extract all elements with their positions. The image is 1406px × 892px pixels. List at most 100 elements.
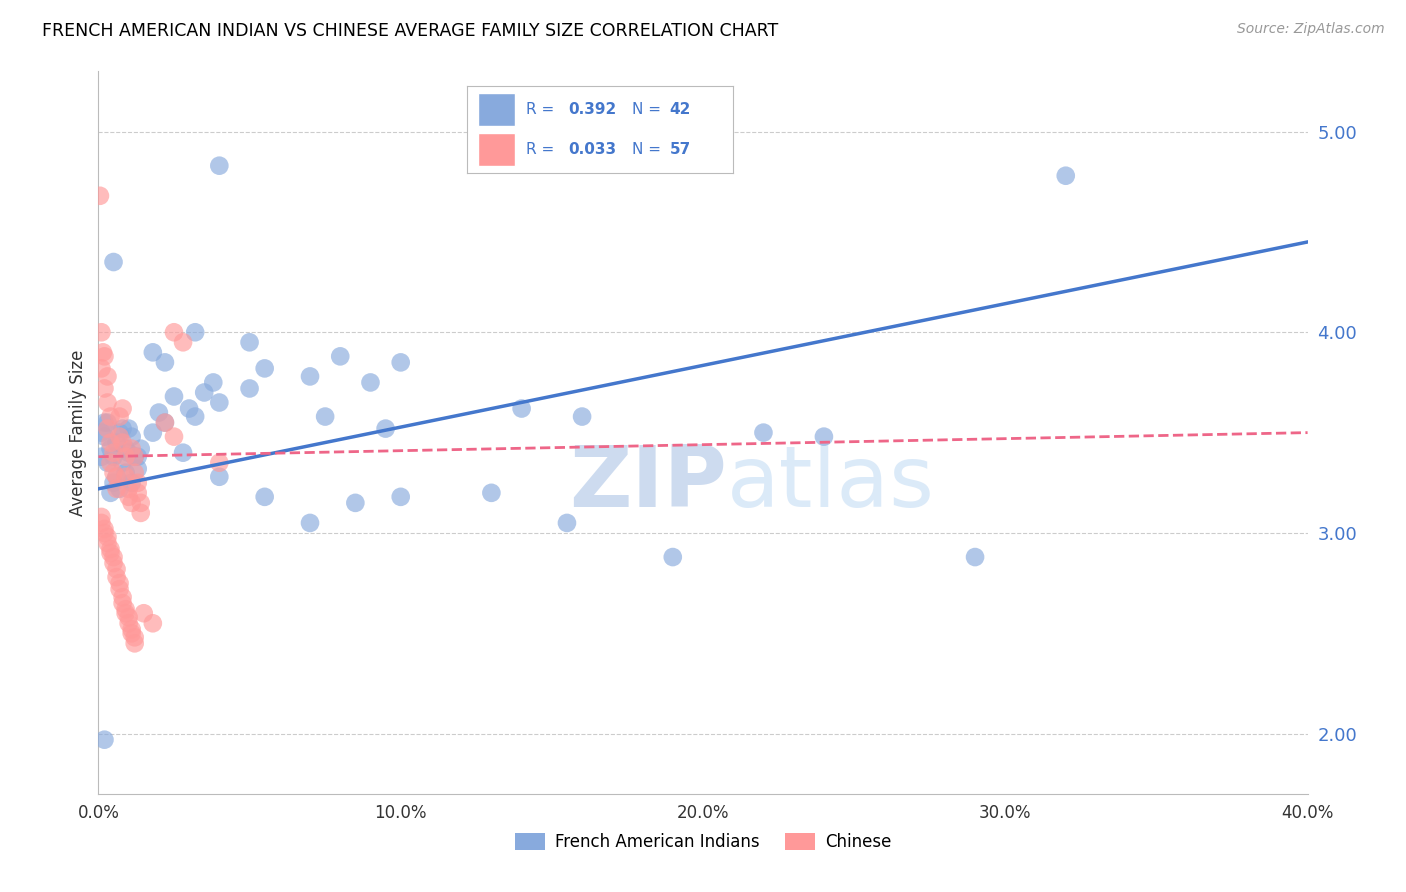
- Point: [389, 355, 412, 369]
- Point: [103, 549, 125, 564]
- Point: [108, 582, 131, 596]
- Point: [90, 450, 112, 464]
- Point: [148, 405, 170, 419]
- Point: [153, 416, 176, 430]
- Point: [121, 626, 143, 640]
- Point: [105, 562, 128, 576]
- Point: [184, 325, 207, 339]
- Point: [184, 409, 207, 424]
- Point: [111, 435, 134, 450]
- Point: [93, 416, 115, 430]
- Point: [89, 188, 111, 202]
- Point: [127, 475, 149, 490]
- Point: [105, 469, 128, 483]
- Point: [114, 602, 136, 616]
- Point: [121, 429, 143, 443]
- Point: [93, 522, 115, 536]
- Point: [163, 389, 186, 403]
- Point: [132, 607, 155, 621]
- Point: [129, 506, 152, 520]
- Point: [96, 416, 118, 430]
- Point: [1054, 169, 1077, 183]
- Y-axis label: Average Family Size: Average Family Size: [69, 350, 87, 516]
- Point: [129, 442, 152, 456]
- Point: [96, 395, 118, 409]
- Point: [389, 490, 412, 504]
- Point: [90, 509, 112, 524]
- Point: [108, 482, 131, 496]
- Point: [96, 536, 118, 550]
- Point: [374, 421, 396, 435]
- Point: [118, 482, 141, 496]
- Point: [142, 345, 165, 359]
- Point: [111, 421, 134, 435]
- Point: [108, 429, 131, 443]
- Point: [93, 429, 115, 443]
- Point: [118, 446, 141, 460]
- Point: [202, 376, 225, 390]
- Point: [108, 576, 131, 591]
- Point: [121, 475, 143, 490]
- Point: [124, 466, 146, 480]
- Point: [329, 350, 352, 364]
- Point: [90, 516, 112, 530]
- Text: atlas: atlas: [727, 442, 935, 524]
- Point: [90, 325, 112, 339]
- Point: [118, 421, 141, 435]
- Point: [813, 429, 835, 443]
- Point: [96, 530, 118, 544]
- Point: [571, 409, 593, 424]
- Point: [90, 425, 112, 440]
- Point: [124, 630, 146, 644]
- Point: [481, 485, 503, 500]
- Point: [121, 442, 143, 456]
- Point: [100, 409, 122, 424]
- Point: [163, 325, 186, 339]
- Point: [100, 442, 122, 456]
- Point: [965, 549, 987, 564]
- Point: [105, 435, 128, 450]
- Point: [103, 556, 125, 570]
- Point: [253, 361, 276, 376]
- Point: [114, 607, 136, 621]
- Point: [118, 616, 141, 631]
- Point: [124, 636, 146, 650]
- Point: [108, 409, 131, 424]
- Point: [93, 525, 115, 540]
- Point: [103, 446, 125, 460]
- Point: [100, 541, 122, 557]
- Point: [142, 425, 165, 440]
- Point: [103, 466, 125, 480]
- Point: [208, 456, 231, 470]
- Point: [153, 355, 176, 369]
- Point: [105, 482, 128, 496]
- Point: [93, 381, 115, 395]
- Point: [127, 450, 149, 464]
- Point: [96, 421, 118, 435]
- Point: [100, 546, 122, 560]
- Point: [91, 345, 114, 359]
- Text: ZIP: ZIP: [569, 442, 727, 524]
- Point: [172, 446, 194, 460]
- Point: [299, 369, 322, 384]
- Point: [100, 456, 122, 470]
- Point: [103, 475, 125, 490]
- Point: [111, 590, 134, 604]
- Point: [93, 732, 115, 747]
- Point: [208, 395, 231, 409]
- Point: [172, 335, 194, 350]
- Point: [179, 401, 201, 416]
- Point: [360, 376, 382, 390]
- Point: [111, 401, 134, 416]
- Point: [555, 516, 578, 530]
- Point: [118, 490, 141, 504]
- Legend: French American Indians, Chinese: French American Indians, Chinese: [509, 826, 897, 858]
- Point: [111, 596, 134, 610]
- Point: [253, 490, 276, 504]
- Point: [114, 450, 136, 464]
- Point: [314, 409, 336, 424]
- Point: [105, 570, 128, 584]
- Point: [208, 159, 231, 173]
- Point: [153, 416, 176, 430]
- Point: [142, 616, 165, 631]
